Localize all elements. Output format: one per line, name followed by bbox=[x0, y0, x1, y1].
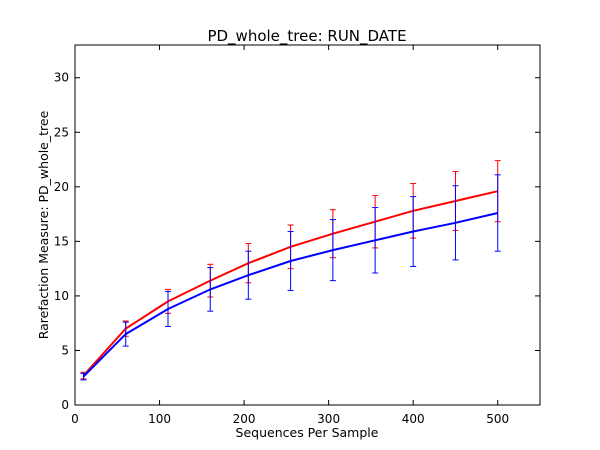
x-tick-label: 300 bbox=[317, 412, 340, 426]
y-tick-label: 30 bbox=[54, 71, 69, 85]
plot-frame bbox=[74, 44, 541, 406]
y-axis-label: Rarefaction Measure: PD_whole_tree bbox=[36, 110, 51, 339]
chart-title: PD_whole_tree: RUN_DATE bbox=[207, 27, 406, 46]
x-tick-label: 0 bbox=[71, 412, 79, 426]
y-tick-label: 10 bbox=[54, 289, 69, 303]
y-tick-label: 25 bbox=[54, 125, 69, 139]
x-tick-label: 200 bbox=[233, 412, 256, 426]
y-tick-label: 5 bbox=[61, 343, 69, 357]
y-tick-label: 15 bbox=[54, 234, 69, 248]
y-tick-label: 0 bbox=[61, 398, 69, 412]
plot-area: 0 100 200 300 400 500 0 5 10 15 20 25 30 bbox=[54, 44, 541, 426]
y-tick-label: 20 bbox=[54, 180, 69, 194]
x-tick-label: 100 bbox=[148, 412, 171, 426]
x-tick-label: 500 bbox=[486, 412, 509, 426]
x-tick-label: 400 bbox=[402, 412, 425, 426]
x-axis-label: Sequences Per Sample bbox=[236, 425, 379, 440]
